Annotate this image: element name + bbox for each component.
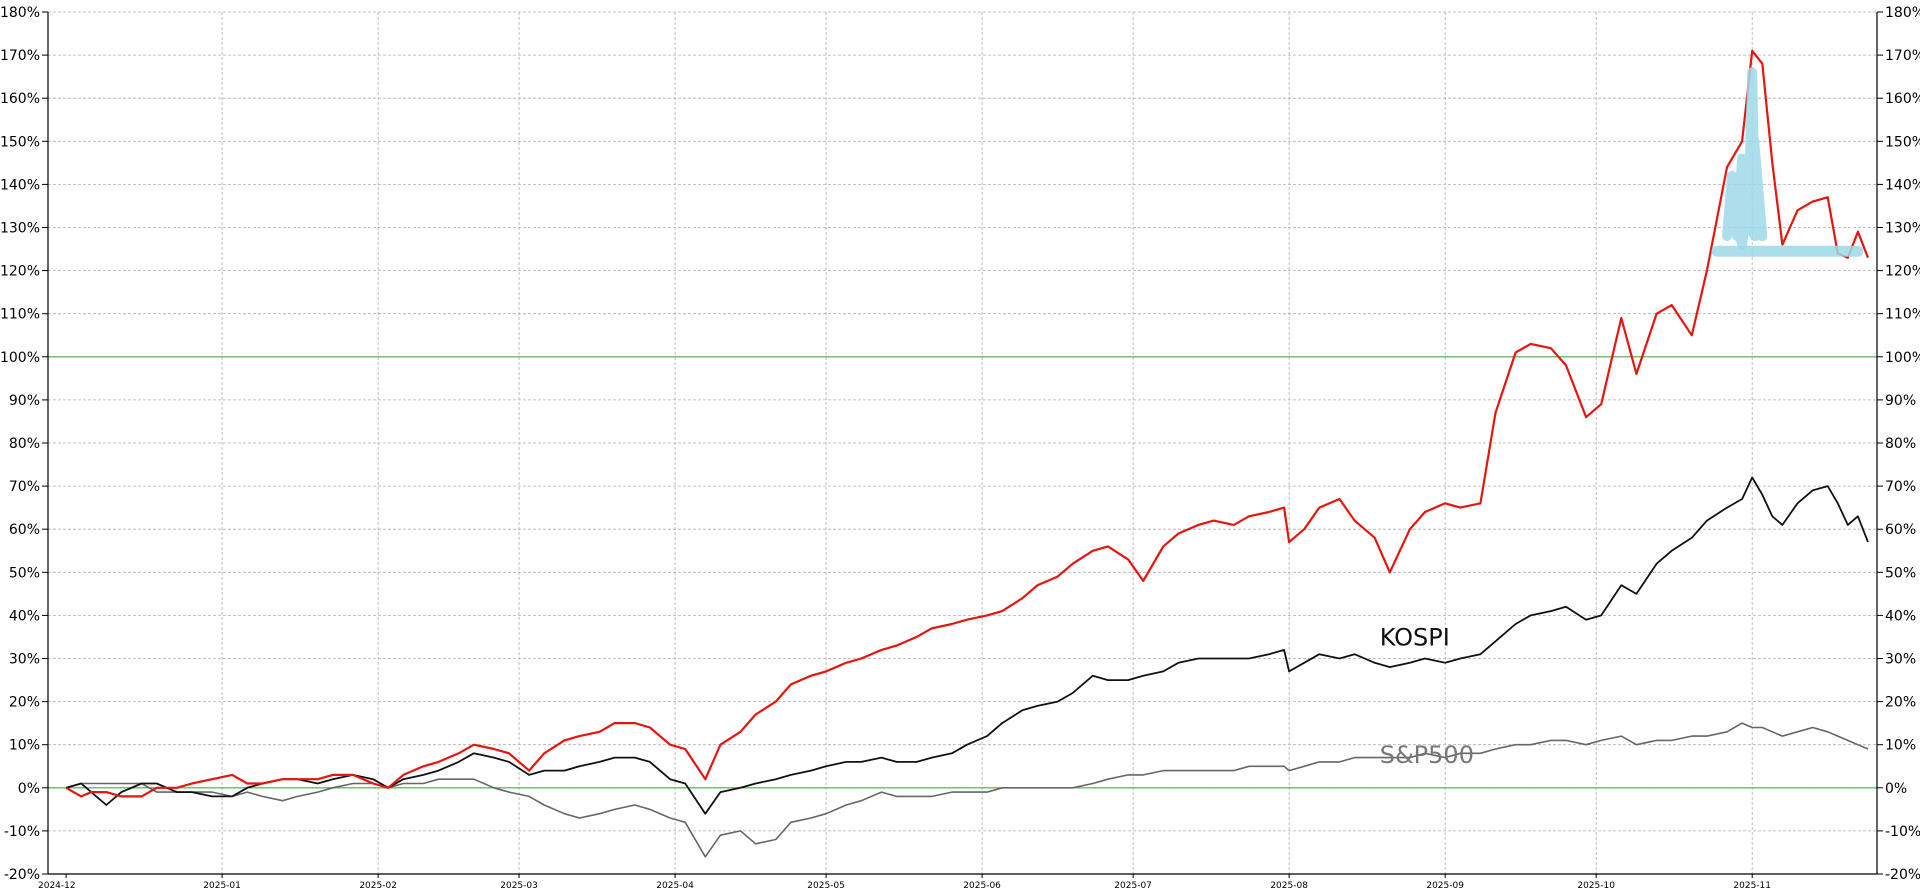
y-tick-label-right: 160% bbox=[1885, 91, 1920, 107]
y-tick-label-left: 130% bbox=[0, 221, 40, 237]
y-tick-label-right: -20% bbox=[1885, 867, 1920, 883]
x-tick-label: 2025-11 bbox=[1733, 881, 1771, 891]
y-tick-label-right: 130% bbox=[1885, 221, 1920, 237]
y-tick-label-left: 170% bbox=[0, 48, 40, 64]
reference-lines bbox=[48, 356, 1877, 789]
x-tick-label: 2025-03 bbox=[500, 881, 538, 891]
y-tick-label-left: -20% bbox=[4, 867, 40, 883]
x-tick-label: 2025-10 bbox=[1577, 881, 1615, 891]
y-tick-label-right: 90% bbox=[1885, 393, 1916, 409]
y-tick-label-right: -10% bbox=[1885, 824, 1920, 840]
y-tick-label-right: 60% bbox=[1885, 522, 1916, 538]
highlight-marker bbox=[1711, 67, 1864, 257]
y-tick-label-right: 100% bbox=[1885, 350, 1920, 366]
y-tick-label-right: 50% bbox=[1885, 565, 1916, 581]
y-tick-label-right: 0% bbox=[1885, 781, 1907, 797]
kospi-label: KOSPI bbox=[1380, 624, 1450, 652]
y-tick-label-right: 110% bbox=[1885, 307, 1920, 323]
y-tick-label-right: 80% bbox=[1885, 436, 1916, 452]
y-tick-label-right: 10% bbox=[1885, 738, 1916, 754]
y-tick-label-left: 150% bbox=[0, 134, 40, 150]
y-tick-label-right: 70% bbox=[1885, 479, 1916, 495]
y-tick-label-right: 140% bbox=[1885, 177, 1920, 193]
y-tick-label-left: 70% bbox=[9, 479, 40, 495]
y-tick-label-left: 90% bbox=[9, 393, 40, 409]
y-tick-label-left: -10% bbox=[4, 824, 40, 840]
y-tick-label-left: 180% bbox=[0, 5, 40, 21]
x-tick-label: 2025-09 bbox=[1426, 881, 1464, 891]
red-series-line bbox=[65, 49, 1870, 798]
y-tick-label-right: 180% bbox=[1885, 5, 1920, 21]
y-tick-label-left: 110% bbox=[0, 307, 40, 323]
axes: -20% -20% -10% -10% 0% 0% 10% 10% 20% 20% 30% 30% 40… bbox=[0, 5, 1920, 891]
x-tick-label: 2025-07 bbox=[1114, 881, 1152, 891]
x-tick-label: 2025-05 bbox=[807, 881, 845, 891]
x-tick-label: 2025-02 bbox=[359, 881, 397, 891]
y-tick-label-right: 40% bbox=[1885, 608, 1916, 624]
y-tick-label-left: 140% bbox=[0, 177, 40, 193]
highlight-scribble bbox=[1722, 67, 1768, 250]
x-tick-label: 2025-04 bbox=[656, 881, 694, 891]
x-tick-label: 2025-06 bbox=[963, 881, 1001, 891]
y-tick-label-right: 170% bbox=[1885, 48, 1920, 64]
y-tick-label-left: 30% bbox=[9, 652, 40, 668]
series-lines bbox=[65, 49, 1870, 858]
grid bbox=[48, 11, 1877, 875]
black-series-line bbox=[65, 476, 1869, 815]
y-tick-label-left: 80% bbox=[9, 436, 40, 452]
y-tick-label-left: 50% bbox=[9, 565, 40, 581]
y-tick-label-right: 20% bbox=[1885, 695, 1916, 711]
x-tick-label: 2025-01 bbox=[203, 881, 241, 891]
sp500-label: S&P500 bbox=[1380, 741, 1474, 769]
y-tick-label-left: 0% bbox=[18, 781, 40, 797]
y-tick-label-right: 150% bbox=[1885, 134, 1920, 150]
y-tick-label-left: 40% bbox=[9, 608, 40, 624]
x-tick-label: 2024-12 bbox=[38, 881, 76, 891]
y-tick-label-left: 120% bbox=[0, 264, 40, 280]
grey-series-line bbox=[65, 722, 1869, 858]
y-tick-label-left: 60% bbox=[9, 522, 40, 538]
y-tick-label-left: 100% bbox=[0, 350, 40, 366]
x-tick-label: 2025-08 bbox=[1270, 881, 1308, 891]
y-tick-label-left: 20% bbox=[9, 695, 40, 711]
annotations: KOSPI S&P500 bbox=[1380, 624, 1474, 770]
y-tick-label-right: 30% bbox=[1885, 652, 1916, 668]
y-tick-label-right: 120% bbox=[1885, 264, 1920, 280]
y-tick-label-left: 10% bbox=[9, 738, 40, 754]
y-tick-label-left: 160% bbox=[0, 91, 40, 107]
